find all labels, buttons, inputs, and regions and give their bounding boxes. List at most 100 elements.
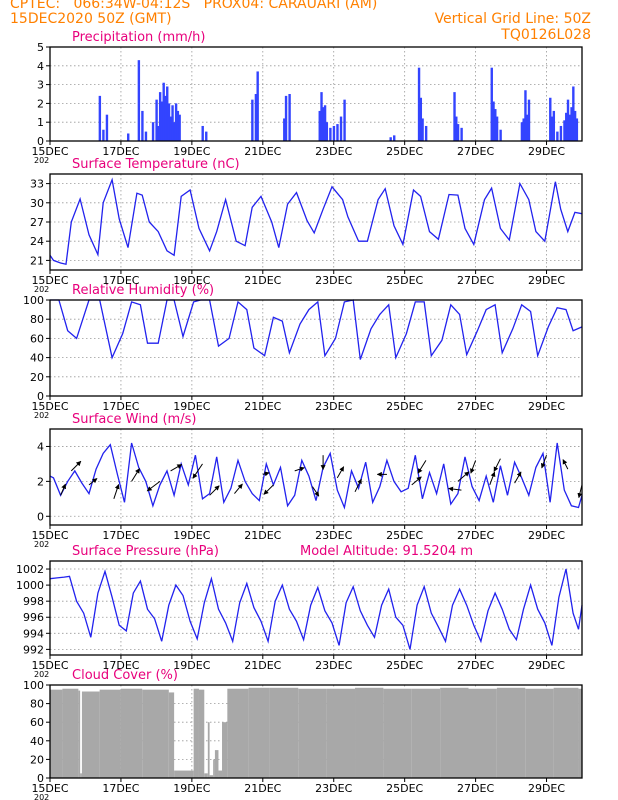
precip-bar	[527, 99, 531, 141]
x-tick-label: 23DEC	[315, 400, 352, 413]
x-tick-label: 15DEC	[31, 145, 68, 158]
wind-arrow	[417, 460, 427, 474]
precip-bar	[526, 114, 529, 141]
precip-bar	[568, 114, 571, 141]
panel-title: Surface Wind (m/s)	[72, 412, 196, 427]
precip-bar	[176, 110, 180, 141]
wind-arrow	[146, 480, 161, 492]
y-tick-label: 60	[30, 332, 44, 345]
wind-arrow	[170, 464, 183, 472]
precip-bar	[164, 95, 167, 141]
x-tick-label: 27DEC	[457, 145, 494, 158]
panel-frame	[49, 46, 583, 142]
y-tick-label: 60	[30, 716, 44, 729]
model-altitude-label: Model Altitude: 91.5204 m	[300, 544, 473, 559]
precip-bar	[453, 92, 456, 141]
x-tick-label: 25DEC	[386, 659, 423, 672]
precip-bar	[460, 127, 463, 141]
wind-arrow	[70, 460, 82, 472]
precip-bar	[284, 95, 288, 141]
wind-arrow	[562, 459, 569, 470]
panel-title: Relative Humidity (%)	[72, 283, 214, 298]
precip-bar	[565, 112, 568, 141]
panel-title: Cloud Cover (%)	[72, 668, 178, 683]
y-tick-label: 1000	[16, 579, 44, 592]
precip-bar	[421, 118, 424, 141]
x-tick-label: 23DEC	[315, 782, 352, 795]
precip-bar	[254, 94, 258, 141]
x-tick-label: 21DEC	[244, 145, 281, 158]
precip-bar	[563, 120, 566, 141]
precip-bar	[566, 99, 570, 141]
precip-bar	[455, 116, 458, 141]
wind-arrow	[312, 486, 320, 497]
y-tick-label: 5	[37, 41, 44, 54]
cloud-bar	[213, 759, 215, 778]
precip-bar	[288, 94, 291, 141]
y-tick-label: 80	[30, 698, 44, 711]
x-tick-label: 29DEC	[528, 145, 565, 158]
cloud-bar	[222, 722, 228, 778]
wind-arrow	[294, 466, 305, 472]
precip-bar	[158, 92, 162, 141]
precip-bar	[424, 125, 428, 141]
wind-arrow	[192, 463, 203, 479]
x-tick-label: 19DEC	[173, 782, 210, 795]
cloud-bar	[62, 688, 79, 778]
y-tick-label: 24	[30, 235, 44, 248]
precip-bar	[201, 125, 204, 141]
wind-arrow	[131, 468, 140, 482]
y-tick-label: 2	[37, 97, 44, 110]
wind-arrow	[540, 455, 548, 469]
x-tick-label: 27DEC	[457, 782, 494, 795]
x-tick-label: 15DEC	[31, 274, 68, 287]
precip-bar	[332, 125, 336, 141]
precip-bar	[343, 99, 346, 141]
wind-arrow	[262, 471, 270, 477]
vertical-grid-label: Vertical Grid Line: 50Z	[434, 11, 591, 27]
x-tick-label: 25DEC	[386, 145, 423, 158]
precip-bar	[492, 101, 495, 141]
precip-bar	[151, 122, 155, 141]
cloud-bar	[525, 688, 554, 778]
x-year-label: 202	[34, 670, 49, 679]
cloud-bar	[78, 690, 81, 778]
y-tick-label: 100	[23, 294, 44, 307]
precip-bar	[524, 90, 527, 141]
y-tick-label: 0	[37, 772, 44, 785]
y-tick-label: 992	[23, 643, 44, 656]
x-tick-label: 17DEC	[102, 659, 139, 672]
x-tick-label: 25DEC	[386, 400, 423, 413]
precip-bar	[329, 127, 332, 141]
wind-series-line	[49, 442, 583, 510]
cloud-bar	[168, 692, 175, 778]
wind-arrow	[234, 483, 243, 494]
panel-frame	[49, 173, 583, 271]
x-tick-label: 21DEC	[244, 659, 281, 672]
x-tick-label: 15DEC	[31, 400, 68, 413]
precip-bar	[105, 114, 109, 141]
precip-bar	[522, 118, 525, 141]
x-tick-label: 23DEC	[315, 274, 352, 287]
x-tick-label: 25DEC	[386, 782, 423, 795]
cloud-bar	[383, 688, 412, 778]
wind-arrow	[457, 471, 470, 482]
wind-arrow	[354, 478, 362, 493]
precip-bar	[559, 125, 563, 141]
y-tick-label: 2	[37, 475, 44, 488]
y-tick-label: 30	[30, 197, 44, 210]
precip-bar	[283, 118, 286, 141]
y-tick-label: 4	[37, 60, 44, 73]
precip-bar	[178, 114, 181, 141]
x-tick-label: 29DEC	[528, 659, 565, 672]
y-tick-label: 21	[30, 254, 44, 267]
wind-arrow	[60, 483, 66, 496]
wind-arrow	[88, 478, 98, 486]
precip-bar	[157, 125, 160, 141]
cloud-bar	[298, 688, 327, 778]
y-tick-label: 40	[30, 352, 44, 365]
precip-bar	[490, 67, 493, 141]
cloud-bar	[227, 688, 249, 778]
precip-bar	[494, 109, 497, 141]
